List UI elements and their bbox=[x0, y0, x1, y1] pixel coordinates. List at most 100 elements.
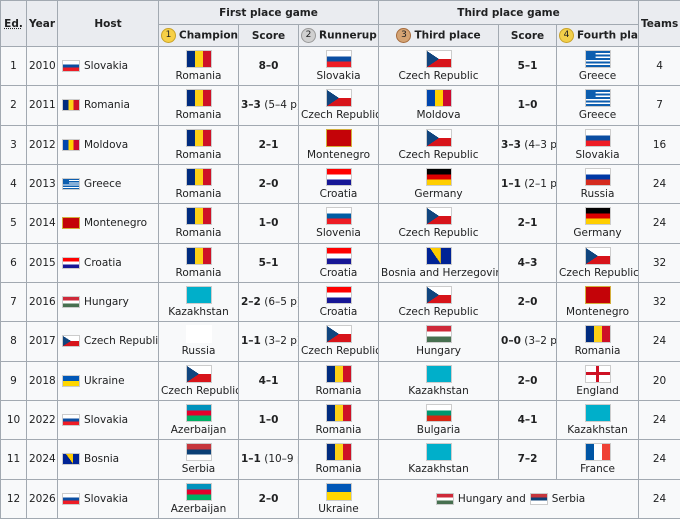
team-cell: Kazakhstan bbox=[378, 439, 500, 480]
score: 2–2 bbox=[241, 296, 261, 309]
team-cell: Romania bbox=[297, 399, 380, 441]
host-name: Czech Republic bbox=[84, 335, 159, 348]
teams-cell: 32 bbox=[638, 242, 680, 283]
edition-cell: 7 bbox=[0, 281, 27, 323]
host-cell: Slovakia bbox=[57, 399, 159, 441]
team-cell: Romania bbox=[297, 360, 380, 401]
score-cell: 7–2 bbox=[498, 439, 558, 480]
flag bbox=[185, 286, 212, 305]
edition-cell: 1 bbox=[0, 45, 27, 87]
year-cell: 2011 bbox=[26, 85, 58, 126]
team-name: Croatia bbox=[319, 306, 358, 319]
edition-cell: 4 bbox=[0, 163, 27, 205]
edition-cell: 5 bbox=[0, 203, 27, 244]
host-name: Romania bbox=[84, 99, 130, 112]
team-cell: Romania bbox=[158, 242, 239, 283]
team-cell: Slovakia bbox=[556, 124, 640, 165]
team-name: Germany bbox=[573, 227, 622, 240]
edition-cell: 3 bbox=[0, 124, 27, 165]
header-cell: Year bbox=[26, 0, 58, 47]
host-cell: Ukraine bbox=[57, 360, 159, 401]
team-cell: Czech Republic bbox=[297, 85, 380, 126]
year-cell: 2026 bbox=[26, 478, 58, 519]
host-name: Hungary bbox=[84, 296, 129, 309]
teams-cell: 24 bbox=[638, 321, 680, 362]
flag bbox=[435, 492, 454, 505]
header-row: 1 Champion Score 2 Runnerup 3 Third place S… bbox=[1, 24, 680, 47]
team-name: Romania bbox=[175, 70, 222, 83]
medal: 3 bbox=[396, 28, 412, 43]
header-cell: Ed. bbox=[0, 0, 27, 47]
flag bbox=[185, 246, 212, 265]
team-cell: Moldova bbox=[378, 85, 500, 126]
host-name: Slovakia bbox=[84, 492, 129, 505]
year-cell: 2017 bbox=[26, 321, 58, 362]
score: 1–1 bbox=[241, 335, 261, 348]
flag bbox=[425, 128, 452, 147]
team-name: Czech Republic bbox=[559, 266, 639, 279]
team-cell: Kazakhstan bbox=[378, 360, 500, 401]
team-name: Romania bbox=[175, 109, 222, 122]
team-cell: Czech Republic bbox=[378, 45, 500, 87]
teams-cell: 20 bbox=[638, 360, 680, 401]
team-cell: Germany bbox=[378, 163, 500, 205]
score-cell: 1–0 bbox=[238, 399, 299, 441]
teams-cell: 32 bbox=[638, 281, 680, 323]
flag bbox=[325, 246, 352, 265]
team-name: Montenegro bbox=[566, 306, 630, 319]
team-name: Kazakhstan bbox=[408, 384, 469, 397]
score-cell: 2–0 bbox=[238, 478, 299, 519]
score-cell: 0–0 (3–2 p) bbox=[498, 321, 558, 362]
flag bbox=[185, 89, 212, 108]
flag bbox=[584, 246, 611, 265]
flag bbox=[62, 99, 80, 112]
team-cell: Kazakhstan bbox=[158, 281, 239, 323]
host-name: Slovakia bbox=[84, 60, 129, 73]
flag bbox=[529, 492, 548, 505]
flag bbox=[584, 128, 611, 147]
team-name: Montenegro bbox=[307, 148, 371, 161]
teams-cell: 24 bbox=[638, 399, 680, 441]
edition-cell: 2 bbox=[0, 85, 27, 126]
host-name: Ukraine bbox=[84, 374, 125, 387]
teams-cell: 24 bbox=[638, 163, 680, 205]
team-cell: Greece bbox=[556, 45, 640, 87]
team-name: Romania bbox=[175, 227, 222, 240]
team-name: Greece bbox=[578, 109, 617, 122]
team-name: Bulgaria bbox=[416, 424, 461, 437]
score: 4–3 bbox=[517, 256, 538, 269]
score: 2–0 bbox=[517, 296, 538, 309]
flag bbox=[584, 404, 611, 423]
team-name: Azerbaijan bbox=[170, 424, 227, 437]
shared-third-cell: Hungary and Serbia bbox=[378, 478, 640, 519]
team-cell: Russia bbox=[158, 321, 239, 362]
host-cell: Hungary bbox=[57, 281, 159, 323]
team-cell: Czech Republic bbox=[158, 360, 239, 401]
score: 3–3 bbox=[501, 138, 521, 151]
header-cell: 3 Third place bbox=[378, 24, 500, 47]
joiner: and bbox=[506, 492, 526, 505]
team-name: Romania bbox=[175, 266, 222, 279]
flag bbox=[584, 325, 611, 344]
table-row: 10 2022 Slovakia Azerbaijan 1–0 Romania Bulgar… bbox=[0, 399, 680, 441]
flag bbox=[62, 335, 80, 348]
score: 2–0 bbox=[517, 374, 538, 387]
table-header: Ed. Year Host First place game Third pla… bbox=[0, 0, 680, 47]
flag bbox=[584, 286, 611, 305]
team-cell: Czech Republic bbox=[297, 321, 380, 362]
year-cell: 2018 bbox=[26, 360, 58, 401]
score: 5–1 bbox=[258, 256, 279, 269]
host-name: Greece bbox=[84, 178, 122, 191]
score-cell: 5–1 bbox=[498, 45, 558, 87]
host-cell: Slovakia bbox=[57, 478, 159, 519]
flag bbox=[62, 296, 80, 309]
score: 5–1 bbox=[517, 60, 538, 73]
score-cell: 8–0 bbox=[238, 45, 299, 87]
teams-cell: 16 bbox=[638, 124, 680, 165]
team-cell: Montenegro bbox=[297, 124, 380, 165]
teams-cell: 4 bbox=[638, 45, 680, 87]
host-name: Montenegro bbox=[84, 217, 148, 230]
team-cell: Romania bbox=[158, 203, 239, 244]
team-cell: Greece bbox=[556, 85, 640, 126]
